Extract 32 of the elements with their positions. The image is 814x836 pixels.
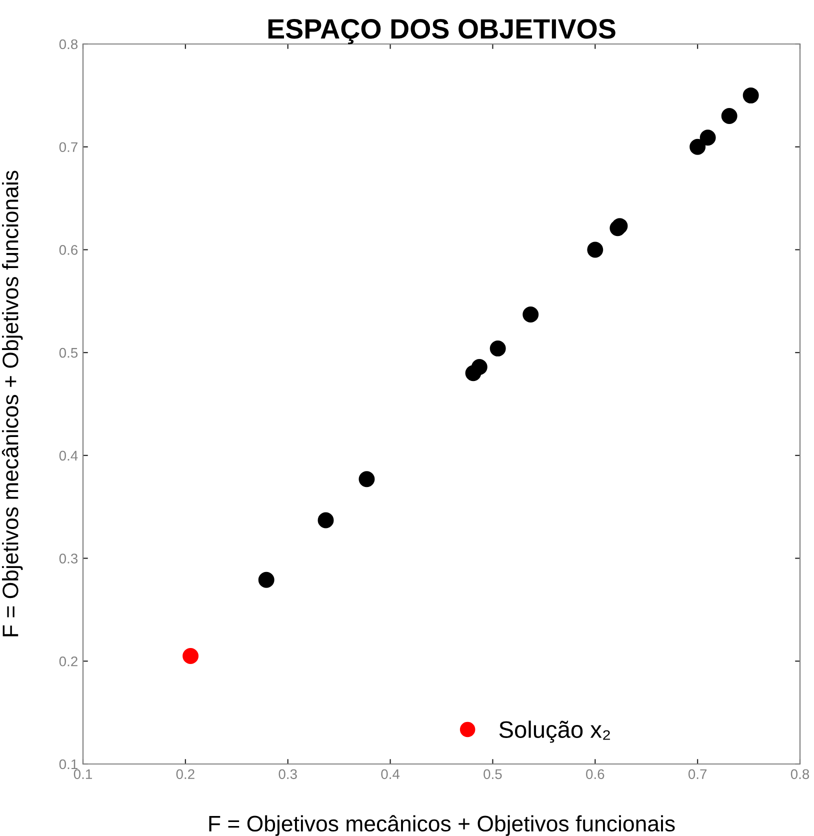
x-tick-label: 0.6: [586, 769, 604, 780]
y-tick-label: 0.3: [59, 554, 78, 564]
y-tick-label: 0.6: [59, 245, 78, 255]
x-tick-label: 0.5: [484, 769, 502, 780]
point: [742, 87, 759, 104]
x-tick-label: 0.1: [74, 769, 92, 780]
x-tick-label: 0.2: [176, 769, 194, 780]
point: [490, 340, 506, 356]
point: [700, 130, 716, 146]
y-tick-label: 0.1: [59, 759, 78, 770]
x-tick-label: 0.4: [381, 769, 400, 780]
point: [318, 512, 334, 528]
point: [690, 138, 706, 155]
x-axis-title: F = Objetivos mecânicos + Objetivos funcionais: [209, 815, 675, 836]
point: [471, 358, 488, 375]
point: [358, 471, 375, 488]
point: [721, 108, 738, 124]
point: [522, 306, 539, 322]
x-tick-label: 0.8: [790, 769, 810, 780]
y-axis-title: F = Objetivos mecânicos + Objetivos funcionais: [2, 170, 23, 636]
y-tick-label: 0.2: [59, 656, 78, 666]
x-tick-label: 0.7: [688, 769, 707, 780]
y-tick-label: 0.8: [59, 39, 78, 50]
legend-label: Solução x₂: [499, 720, 610, 743]
y-tick-label: 0.4: [59, 450, 78, 461]
y-tick-label: 0.7: [59, 142, 78, 152]
chart-title: ESPAÇO DOS OBJETIVOS: [268, 19, 616, 44]
point: [182, 648, 199, 664]
x-tick-label: 0.3: [278, 769, 297, 780]
y-tick-label: 0.5: [59, 348, 78, 358]
point: [258, 572, 274, 588]
point: [587, 242, 604, 258]
